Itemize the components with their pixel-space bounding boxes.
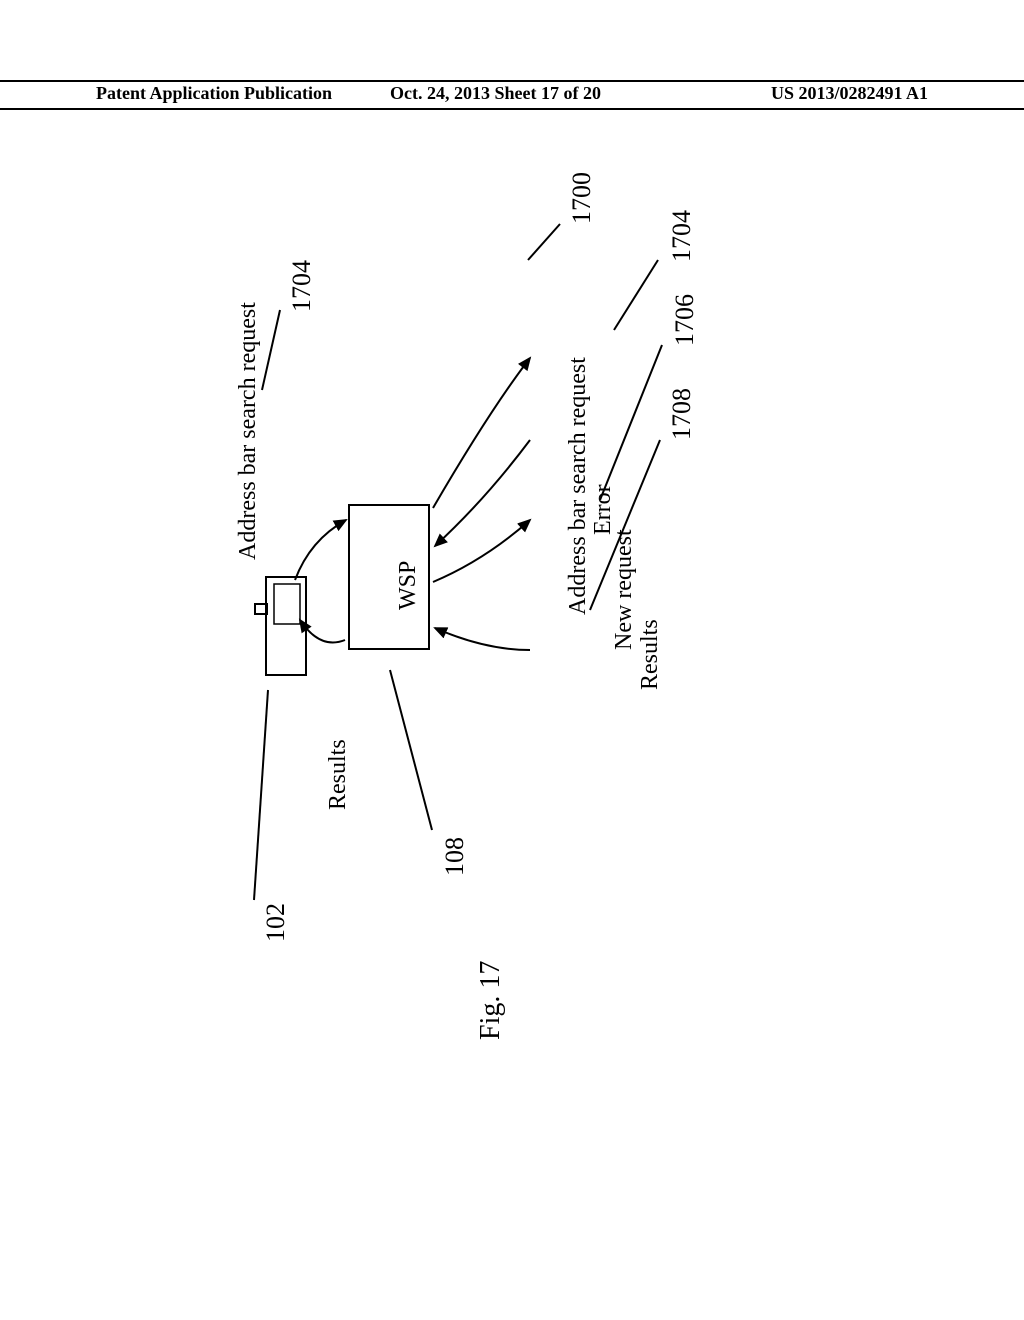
ref-102: 102 (261, 903, 291, 942)
ref-1700: 1700 (567, 172, 597, 224)
header-left-text: Patent Application Publication (96, 83, 332, 104)
leader-lines (0, 130, 1024, 1130)
ref-1706: 1706 (670, 294, 700, 346)
figure-canvas: WSP (0, 130, 1024, 1230)
ref-1704-left: 1704 (287, 260, 317, 312)
error-label: Error (590, 484, 617, 535)
page-header: Patent Application Publication Oct. 24, … (0, 80, 1024, 110)
header-right-text: US 2013/0282491 A1 (771, 83, 928, 104)
ref-108: 108 (440, 837, 470, 876)
new-request-label: New request (611, 529, 638, 650)
ref-1704-right: 1704 (667, 210, 697, 262)
header-center-text: Oct. 24, 2013 Sheet 17 of 20 (390, 83, 601, 104)
addr-bar-right: Address bar search request (565, 357, 592, 615)
results-left-label: Results (325, 739, 352, 810)
results-right-label: Results (637, 619, 664, 690)
addr-bar-left: Address bar search request (235, 302, 262, 560)
figure-caption: Fig. 17 (475, 961, 507, 1040)
ref-1708: 1708 (667, 388, 697, 440)
